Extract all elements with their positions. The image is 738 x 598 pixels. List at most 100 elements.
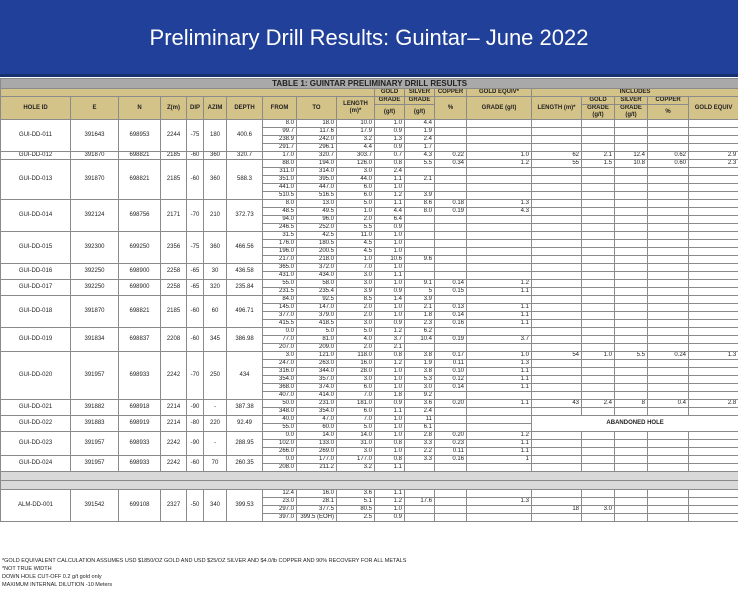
interval-cell: 252.0 [296,223,337,232]
interval-cell: 1.0 [374,239,405,248]
hole-id: GUI-DD-024 [0,455,71,472]
hole-dip: -80 [186,415,204,432]
hole-e: 391870 [70,159,119,200]
interval-cell: 0.8 [374,439,405,448]
interval-cell [687,513,738,522]
header-cell: GOLD EQUIV [687,96,738,120]
interval-cell: 8.0 [262,199,297,208]
header-cell: DIP [186,96,204,120]
hole-depth: 288.95 [226,431,263,456]
interval-row: 311.0 314.0 3.0 2.4 [1,167,738,176]
hole-dip: -60 [186,151,204,160]
hole-e: 391870 [70,295,119,328]
interval-cell [647,431,689,440]
interval-cell: 1.2 [466,279,532,288]
interval-cell [614,223,648,232]
interval-cell: 8 [614,399,648,408]
footnotes: *GOLD EQUIVALENT CALCULATION ASSUMES USD… [2,557,406,589]
interval-cell: 0.20 [434,431,467,440]
interval-cell [531,183,582,192]
table-body: TABLE 1: GUINTAR PRELIMINARY DRILL RESUL… [0,78,738,522]
interval-cell [531,207,582,216]
interval-cell [531,279,582,288]
header-cell: INCLUDES [530,88,738,97]
hole-dip: -90 [186,431,204,456]
interval-cell: 18.0 [296,119,337,128]
interval-cell [466,505,532,514]
hole-n: 698821 [118,151,161,160]
interval-cell [466,489,532,498]
interval-cell: 54 [531,351,582,360]
interval-cell: 117.6 [296,127,337,136]
interval-cell [531,167,582,176]
interval-row: 102.0 133.0 31.0 0.8 3.3 0.23 1.1 [1,439,738,448]
header-row: GOLD SILVER COPPER GOLD EQUIV* INCLUDES [0,88,738,97]
hole-depth: 399.53 [226,489,263,522]
interval-cell [466,191,532,200]
interval-cell: 77.0 [262,335,297,344]
header-cell: N [118,96,161,120]
hole-z: 2242 [160,431,187,456]
interval-cell [614,497,648,506]
interval-cell: 0.17 [434,351,467,360]
interval-cell: 207.0 [262,343,297,352]
interval-cell: 1.8 [404,311,435,320]
hole-n: 698933 [118,455,161,472]
interval-cell [581,239,615,248]
interval-cell [687,143,738,152]
interval-cell [434,295,467,304]
hole-id: GUI-DD-022 [0,415,71,432]
interval-cell [466,119,532,128]
interval-cell [531,175,582,184]
interval-cell: 1.7 [404,143,435,152]
interval-cell [647,239,689,248]
interval-cell [531,303,582,312]
interval-cell: 147.0 [296,303,337,312]
interval-cell: 1.1 [466,383,532,392]
interval-cell [466,135,532,144]
interval-cell: 133.0 [296,439,337,448]
interval-cell: 377.0 [262,311,297,320]
interval-cell [687,287,738,296]
interval-cell: 1.2 [374,327,405,336]
hole-dip: -75 [186,119,204,152]
interval-cell [404,489,435,498]
hole-n: 698837 [118,327,161,352]
interval-cell: 48.5 [262,207,297,216]
interval-cell: 50.0 [262,399,297,408]
interval-cell: 31.5 [262,231,297,240]
interval-cell [531,135,582,144]
interval-cell: 2.4 [404,135,435,144]
hole-depth: 92.49 [226,415,263,432]
interval-cell [581,135,615,144]
interval-cell [434,513,467,522]
hole-z: 2258 [160,263,187,280]
interval-cell: 1.1 [466,439,532,448]
hole-z: 2185 [160,159,187,200]
interval-cell: 0.19 [434,335,467,344]
interval-cell: 3.7 [374,335,405,344]
header-cell: % [434,96,467,120]
interval-cell: 4.4 [374,207,405,216]
interval-cell [687,175,738,184]
interval-cell: 3.0 [581,505,615,514]
interval-cell [614,191,648,200]
header-row: HOLE ID E N Z(m) DIP AZIM DEPTH FROM TO … [0,96,738,120]
interval-cell: 1.3 [466,497,532,506]
interval-cell: 0.12 [434,375,467,384]
interval-cell: 1.0 [581,351,615,360]
interval-cell [434,423,467,432]
interval-cell: 2.3 [687,159,738,168]
header-cell: (g/t) [374,104,405,120]
interval-cell: 0.9 [374,287,405,296]
separator-row [0,480,738,490]
interval-cell: 242.0 [296,135,337,144]
interval-cell [614,127,648,136]
interval-cell: 3.6 [336,489,375,498]
hole-e: 392250 [70,279,119,296]
header-cell: LENGTH (m)* [336,96,375,120]
hole-e: 392124 [70,199,119,232]
hole-azim: 60 [203,295,227,328]
interval-cell [687,463,738,472]
interval-cell: 7.0 [336,415,375,424]
